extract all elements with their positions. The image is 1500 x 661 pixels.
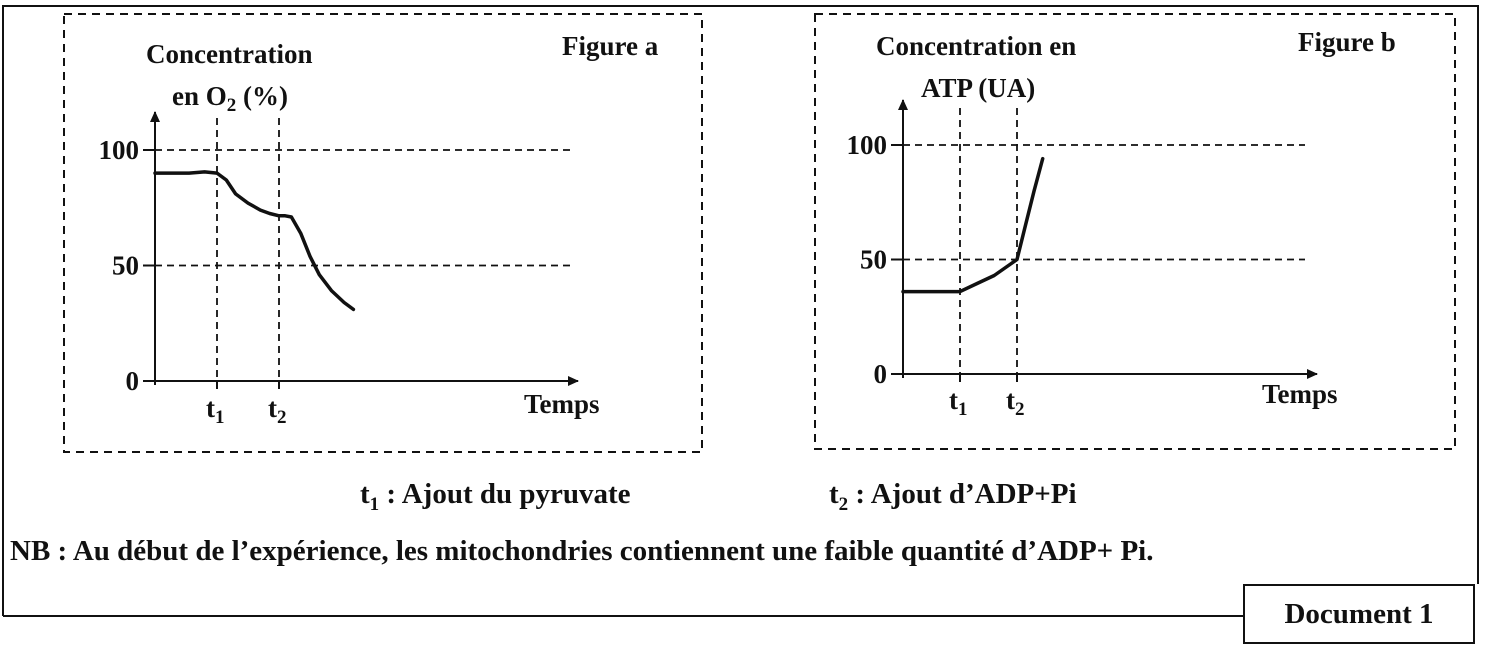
figure-a-x-tick-label-t1: t1 <box>206 393 225 428</box>
experiment-note: NB : Au début de l’expérience, les mitoc… <box>10 535 1154 567</box>
figure-b-ylabel-line1: Concentration en <box>876 31 1076 61</box>
document-label: Document 1 <box>1243 584 1475 644</box>
figure-b-ylabel-line2: ATP (UA) <box>921 73 1035 103</box>
figure-b-frame <box>814 13 1456 450</box>
figure-b-series-line-0 <box>901 156 1045 294</box>
figure-b-label: Figure b <box>1298 27 1396 57</box>
figure-a-xlabel: Temps <box>524 389 600 419</box>
figure-a-y-tick-label-50: 50 <box>112 251 139 281</box>
figure-b-xlabel: Temps <box>1262 379 1338 409</box>
figure-a-ylabel-line2: en O2 (%) <box>172 81 288 116</box>
figure-b: Figure b Concentration en ATP (UA) t1 t2 0… <box>814 13 1456 450</box>
figure-a-series-line-0 <box>153 170 356 312</box>
figure-a-frame <box>63 13 703 453</box>
figure-b-y-tick-label-50: 50 <box>860 245 887 275</box>
legend-t2: t2 : Ajout d’ADP+Pi <box>829 478 1077 515</box>
legend-t1: t1 : Ajout du pyruvate <box>360 478 631 515</box>
figure-a-x-tick-label-t2: t2 <box>268 393 287 428</box>
figure-a-label: Figure a <box>562 31 659 61</box>
figure-b-plot: t1 t2 0 50 100 <box>847 99 1318 420</box>
document-border <box>2 5 1479 616</box>
figure-b-y-tick-label-100: 100 <box>847 130 888 160</box>
figure-b-x-tick-label-t2: t2 <box>1006 385 1025 420</box>
figure-a: Figure a Concentration en O2 (%) t1 t2 0 50… <box>63 13 703 453</box>
figure-a-ylabel-line1: Concentration <box>146 39 312 69</box>
figure-a-y-tick-label-100: 100 <box>99 135 140 165</box>
figure-b-y-tick-label-0: 0 <box>874 359 888 389</box>
figure-a-plot: t1 t2 0 50 100 <box>99 111 579 428</box>
figure-b-x-tick-label-t1: t1 <box>949 385 968 420</box>
figure-a-y-tick-label-0: 0 <box>126 366 140 396</box>
